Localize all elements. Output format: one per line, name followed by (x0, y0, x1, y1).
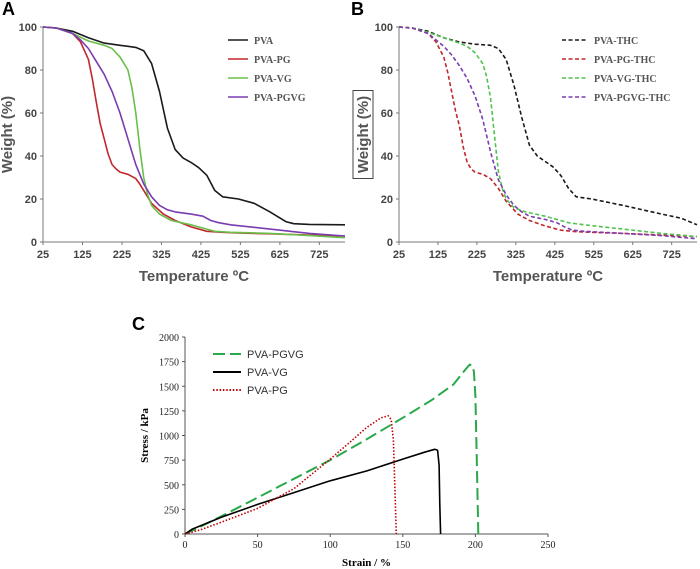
x-tick-label: 0 (183, 540, 188, 551)
legend-label: PVA-PG (247, 385, 288, 397)
x-tick-label: 25 (37, 249, 49, 261)
y-tick-label: 1000 (159, 432, 179, 443)
x-tick-label: 100 (323, 540, 338, 551)
series-line-pva-pg (42, 26, 346, 237)
y-axis-label-frame (352, 90, 374, 179)
chart-c: C 0 50 100 150 200 250 0 250 500 750 1000 1250 1500 17… (132, 314, 556, 569)
series-line-pva-pgvg-thc (398, 26, 698, 240)
x-axis-label: Strain / % (342, 557, 391, 569)
x-tick-label: 125 (429, 249, 447, 261)
chart-a: A 25 125 225 325 425 525 625 725 0 20 40 60 80 100 Temp… (0, 0, 346, 285)
x-tick-label: 525 (585, 249, 603, 261)
series-line-pva-vg (42, 26, 346, 239)
legend-label: PVA-PGVG (247, 349, 304, 361)
x-tick-label: 725 (663, 249, 681, 261)
y-axis-label: Stress / kPa (139, 408, 151, 463)
y-tick-label: 60 (25, 108, 37, 120)
y-tick-label: 1250 (159, 407, 179, 418)
y-tick-label: 0 (174, 530, 179, 541)
legend-label: PVA-PG-THC (594, 55, 655, 66)
x-tick-label: 625 (624, 249, 642, 261)
legend-label: PVA-PGVG-THC (594, 93, 670, 104)
x-tick-label: 50 (253, 540, 263, 551)
x-tick-label: 325 (152, 249, 170, 261)
x-tick-label: 525 (231, 249, 249, 261)
x-tick-label: 125 (73, 249, 91, 261)
y-tick-label: 60 (381, 108, 393, 120)
legend-label: PVA (254, 36, 274, 47)
y-tick-label: 0 (387, 237, 393, 249)
series-line-pva-pgvg (42, 26, 346, 237)
y-tick-label: 40 (25, 151, 37, 163)
x-tick-label: 725 (310, 249, 328, 261)
legend-label: PVA-THC (594, 36, 638, 47)
y-tick-label: 250 (164, 505, 179, 516)
x-axis-label: Temperature ºC (139, 268, 249, 285)
x-tick-label: 25 (393, 249, 405, 261)
y-tick-label: 80 (25, 65, 37, 77)
y-tick-label: 100 (375, 22, 393, 34)
series-line-pva (42, 26, 346, 226)
panel-label-c: C (132, 314, 145, 334)
y-tick-label: 20 (381, 194, 393, 206)
y-axis-label: Weight (%) (0, 96, 16, 173)
x-tick-label: 225 (113, 249, 131, 261)
x-tick-label: 200 (468, 540, 483, 551)
x-tick-label: 425 (192, 249, 210, 261)
series-line-pva-pgvg (184, 363, 480, 535)
series-line-pva-pg-thc (398, 26, 698, 238)
series-line-pva-vg-thc (398, 26, 698, 238)
x-tick-label: 425 (546, 249, 564, 261)
legend-label: PVA-VG (247, 367, 288, 379)
panel-label-b: B (351, 0, 364, 19)
series-line-pva-vg (184, 448, 442, 535)
y-tick-label: 80 (381, 65, 393, 77)
y-tick-label: 500 (164, 481, 179, 492)
series-line-pva-thc (398, 26, 698, 226)
y-axis-label: Weight (%) (355, 96, 372, 173)
legend-label: PVA-PGVG (254, 93, 306, 104)
legend-label: PVA-PG (254, 55, 291, 66)
series-line-pva-pg (184, 414, 398, 535)
x-tick-label: 625 (271, 249, 289, 261)
y-tick-label: 100 (19, 22, 37, 34)
panel-label-a: A (2, 0, 15, 19)
x-tick-label: 150 (395, 540, 410, 551)
x-axis-label: Temperature ºC (493, 268, 603, 285)
x-tick-label: 250 (541, 540, 556, 551)
y-tick-label: 20 (25, 194, 37, 206)
y-tick-label: 750 (164, 456, 179, 467)
y-tick-label: 1500 (159, 382, 179, 393)
y-tick-label: 0 (31, 237, 37, 249)
x-tick-label: 225 (468, 249, 486, 261)
y-tick-label: 2000 (159, 333, 179, 344)
chart-b: B 25 125 225 325 425 525 625 725 0 20 40 60 80 100 Temp… (351, 0, 698, 285)
legend-label: PVA-VG (254, 74, 292, 85)
x-tick-label: 325 (507, 249, 525, 261)
y-tick-label: 1750 (159, 358, 179, 369)
legend-label: PVA-VG-THC (594, 74, 657, 85)
y-tick-label: 40 (381, 151, 393, 163)
